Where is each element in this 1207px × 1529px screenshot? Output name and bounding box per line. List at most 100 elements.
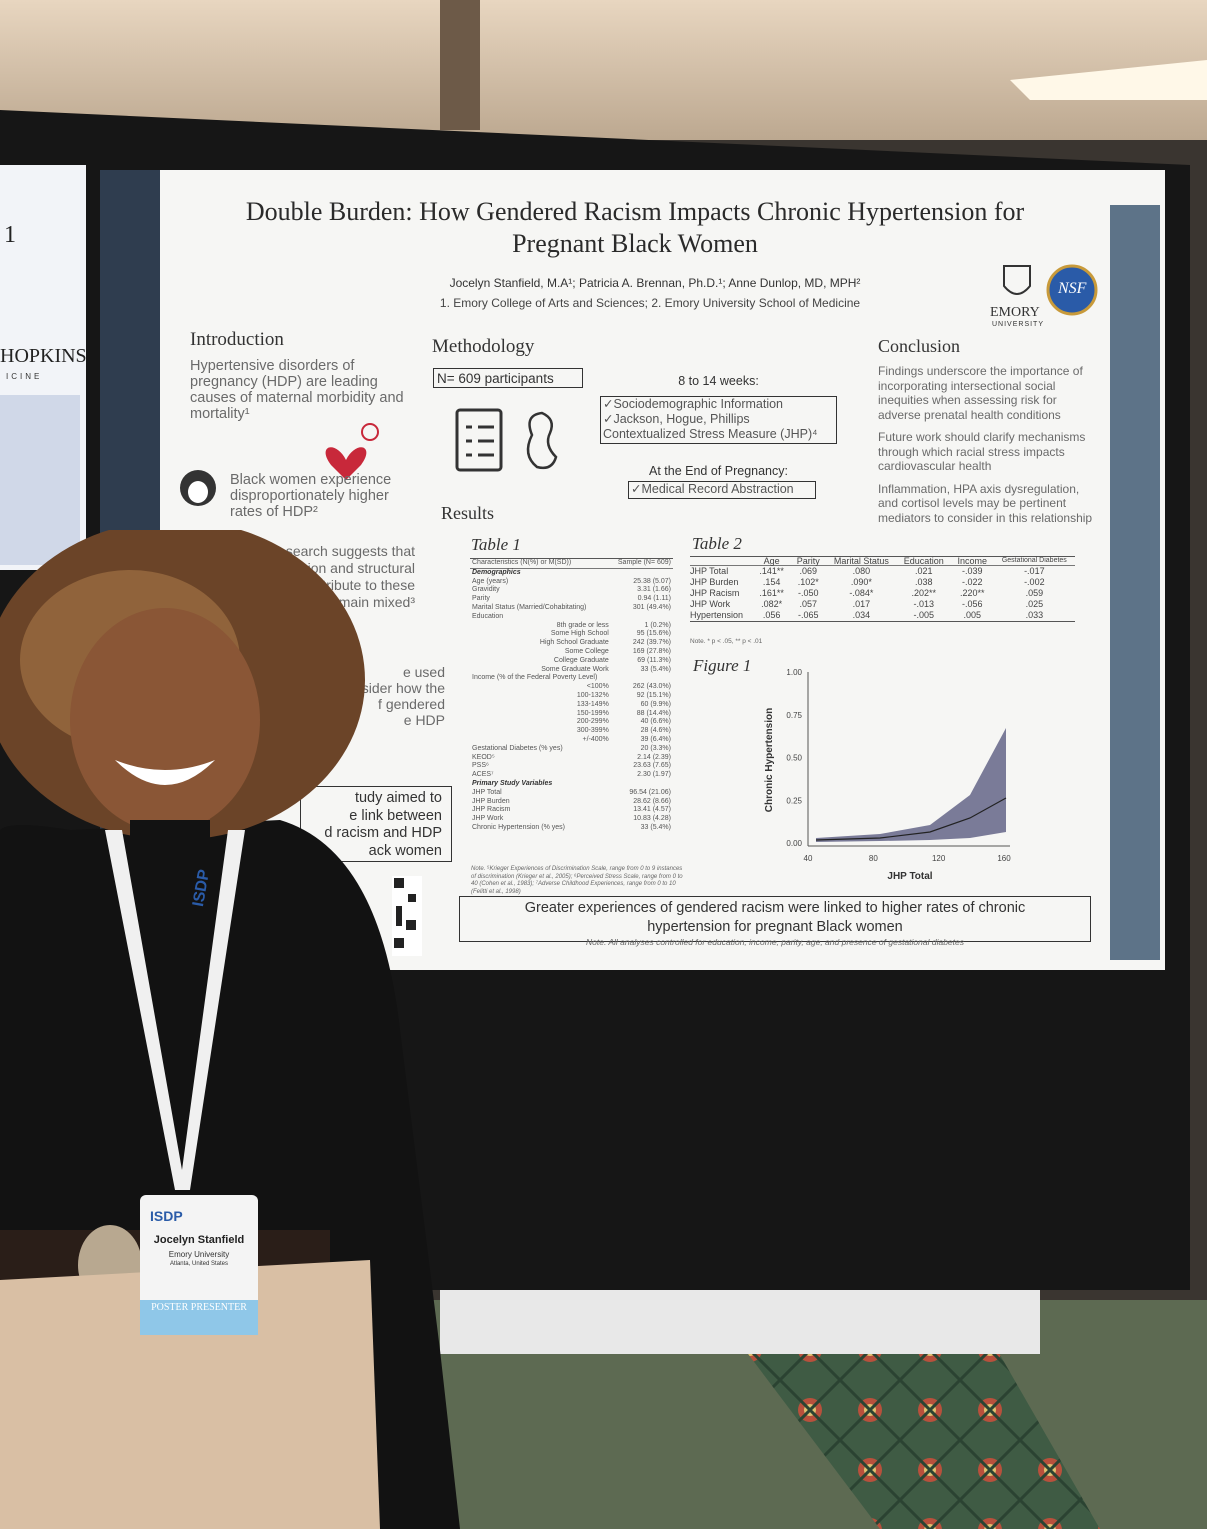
table2: Age Parity Marital Status Education Income Ge…	[690, 556, 1075, 622]
table2-header-cell	[690, 557, 753, 566]
table1-cell: KEOD⁵	[472, 753, 495, 761]
table1-cell: <100%	[586, 683, 609, 691]
logos	[1003, 264, 1098, 316]
table1-cell: 100-132%	[576, 691, 609, 699]
banner: Greater experiences of gendered racism w…	[459, 896, 1091, 942]
y-tick-label: 0.50	[786, 754, 802, 763]
intro-fragment: f gendered	[378, 696, 445, 712]
window1: 8 to 14 weeks:	[678, 374, 759, 388]
table1-cell: JHP Work	[472, 815, 504, 823]
table2-cell: -.065	[797, 610, 819, 620]
table1-row: Education	[470, 613, 673, 622]
intro-p1: Hypertensive disorders of pregnancy (HDP…	[190, 358, 404, 422]
table-edge	[440, 1290, 1040, 1354]
aim-fragment: tudy aimed to	[354, 790, 442, 806]
table1-cell: 301 (49.4%)	[632, 603, 671, 611]
badge-ribbon	[140, 1300, 258, 1335]
table1-row: Income (% of the Federal Poverty Level)	[470, 674, 673, 683]
table2-cell: .005	[963, 610, 981, 620]
table1-cell: 133-149%	[576, 700, 609, 708]
table1-cell: JHP Racism	[472, 806, 511, 814]
table1-cell: 2.30 (1.97)	[637, 771, 671, 779]
table1-header-cell: Sample (N= 609)	[617, 559, 671, 566]
conclusion-paragraph: Future work should clarify mechanisms th…	[878, 430, 1086, 473]
confidence-band	[816, 728, 1006, 842]
table1-row: 300-399% 28 (4.6%)	[470, 727, 673, 736]
badge-location: Atlanta, United States	[169, 1261, 229, 1267]
table1-cell: 0.94 (1.11)	[637, 595, 671, 603]
table1-row: College Graduate 69 (11.3%)	[470, 657, 673, 666]
aim-fragment: ack women	[368, 842, 442, 859]
method-item: ✓Medical Record Abstraction	[631, 482, 794, 496]
table1-cell: 40 (6.6%)	[640, 718, 671, 726]
aim-text: tudy aimed to e link between d racism and …	[300, 790, 442, 860]
results-heading: Results	[441, 503, 495, 523]
table1-note: Note. ⁵Krieger Experiences of Discrimina…	[471, 866, 683, 895]
table1-cell: Parity	[472, 595, 490, 603]
x-tick-label: 160	[997, 854, 1011, 863]
table1-header: Characteristics (N(%) or M(SD)) Sample (N…	[470, 559, 673, 569]
table2-cell: .057	[799, 599, 817, 609]
table1-cell: Demographics	[472, 568, 521, 576]
table1-cell	[611, 613, 673, 622]
table1-cell: 169 (27.8%)	[632, 647, 671, 655]
table1-cell: College Graduate	[553, 656, 609, 664]
table1-cell: 300-399%	[576, 727, 609, 735]
table2-cell: .021	[914, 566, 933, 576]
conclusion-paragraph: Findings underscore the importance of in…	[878, 364, 1083, 422]
table1-cell: 1 (0.2%)	[644, 621, 671, 629]
table1-cell: Gravidity	[472, 586, 500, 594]
table1-cell: 69 (11.3%)	[637, 656, 671, 664]
table2-cell: -.013	[913, 599, 934, 609]
neighbor-sub: ICINE	[6, 372, 43, 381]
table1-cell: 2.14 (2.39)	[637, 753, 671, 761]
table1-cell: 23.63 (7.65)	[633, 762, 671, 770]
table2-cell: .161**	[759, 588, 784, 598]
title-line: Double Burden: How Gendered Racism Impac…	[245, 197, 1025, 226]
table1-row: +/-400% 39 (6.4%)	[470, 736, 673, 745]
face	[70, 608, 260, 832]
gauge-icon	[361, 423, 379, 441]
table1-cell: Gestational Diabetes (% yes)	[472, 744, 563, 752]
intro-p4: e used sider how the f gendered e HDP	[300, 664, 445, 728]
table2-cell: -.005	[913, 610, 934, 620]
table1-cell: 33 (5.4%)	[640, 665, 671, 673]
neighbor-number: 1	[4, 222, 16, 248]
conclusion-body: Findings underscore the importance of in…	[878, 364, 1093, 533]
table1-row: 133-149% 60 (9.9%)	[470, 701, 673, 710]
pants	[0, 1260, 380, 1529]
table2-cell: -.022	[961, 577, 983, 587]
table1-cell: 33 (5.4%)	[640, 823, 671, 831]
table1-cell: 13.41 (4.57)	[633, 806, 671, 814]
intro-icons	[180, 423, 379, 506]
table1-row: Age (years) 25.38 (5.07)	[470, 578, 673, 587]
title-line: Pregnant Black Women	[512, 229, 758, 258]
table2-cell: .082*	[761, 599, 783, 609]
x-axis-label: JHP Total	[887, 871, 932, 882]
emory-sub: UNIVERSITY	[992, 321, 1045, 328]
table1-cell: Chronic Hypertension (% yes)	[472, 823, 565, 831]
table2-row: JHP Burden .154 .102* .090* .038 -.022 -.002	[690, 577, 1075, 588]
table2-cell: JHP Work	[690, 599, 731, 609]
table1-cell: 96.54 (21.06)	[629, 788, 671, 796]
y-tick-label: 1.00	[786, 668, 802, 677]
clipboard-icon	[455, 408, 503, 472]
table2-row: JHP Work .082* .057 .017 -.013 -.056 .025	[690, 599, 1075, 610]
method-item: ✓Sociodemographic Information	[603, 397, 784, 411]
table2-cell: .080	[852, 566, 871, 576]
table2-cell: -.002	[1024, 577, 1045, 587]
table1-row: Some College 169 (27.8%)	[470, 648, 673, 657]
table1-cell: Some Graduate Work	[541, 665, 609, 673]
table2-cell: Hypertension	[690, 610, 744, 620]
y-tick-label: 0.25	[786, 796, 802, 805]
figure1-title: Figure 1	[693, 656, 752, 675]
table2-cell: -.039	[961, 566, 983, 576]
pregnant-icon	[526, 411, 558, 470]
table1-row: 150-199% 88 (14.4%)	[470, 710, 673, 719]
x-tick-label: 40	[804, 854, 813, 863]
table1-row: 8th grade or less 1 (0.2%)	[470, 622, 673, 631]
table1-row: Gravidity 3.31 (1.66)	[470, 586, 673, 595]
n-box: N= 609 participants	[433, 368, 583, 388]
table2-cell: -.056	[961, 599, 983, 609]
method-item: ✓Jackson, Hogue, Phillips	[603, 412, 750, 426]
